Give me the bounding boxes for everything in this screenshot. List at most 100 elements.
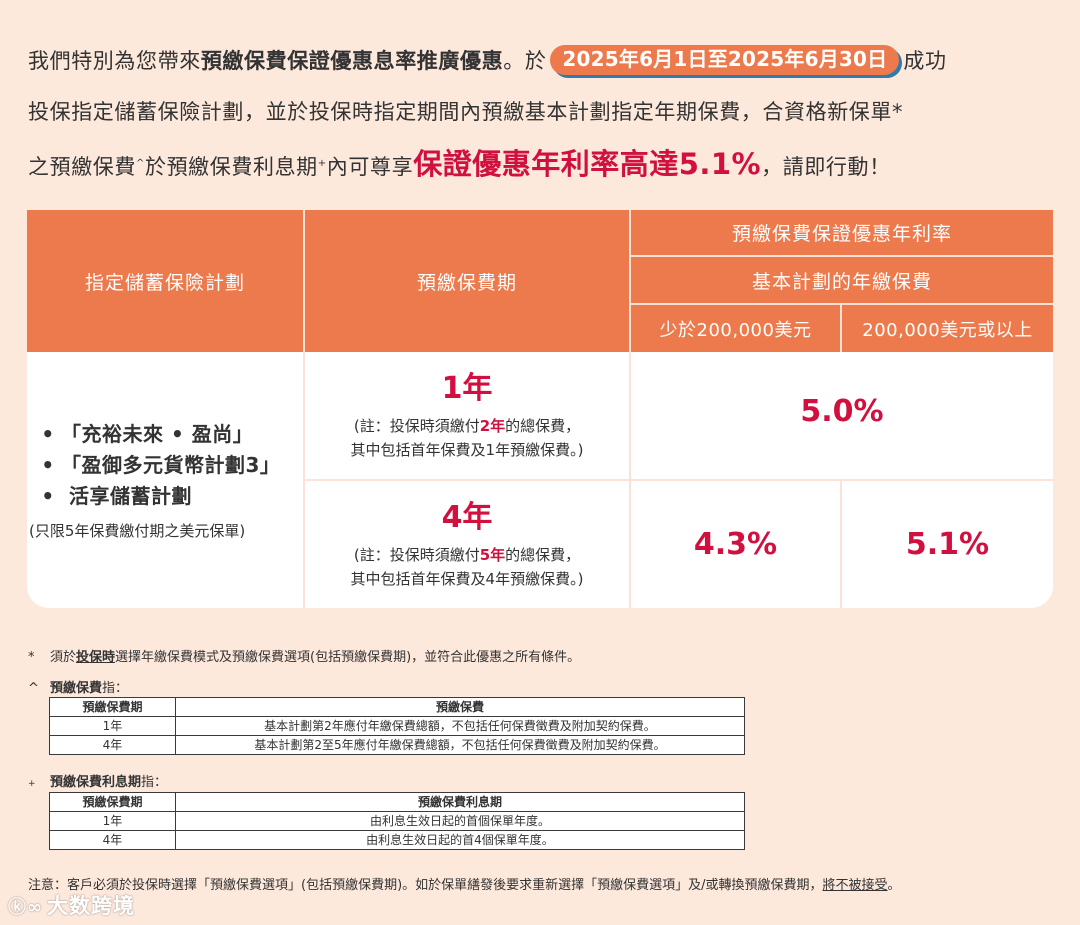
- intro-line-1: 我們特別為您帶來預繳保費保證優惠息率推廣優惠。於 2025年6月1日至2025年6…: [28, 36, 1058, 87]
- note-text: 其中包括首年保費及4年預繳保費。): [350, 569, 584, 588]
- intro-line-2: 投保指定儲蓄保險計劃，並於投保時指定期間內預繳基本計劃指定年期保費，合資格新保單…: [28, 100, 904, 124]
- interest-period-table: 預繳保費期 預繳保費利息期 1年 由利息生效日起的首個保單年度。 4年 由利息生…: [49, 792, 745, 850]
- intro-text: 於預繳保費利息期: [144, 155, 318, 179]
- plan-item: • 「充裕未來 • 盈尚」: [35, 419, 253, 450]
- watermark-text: 大数跨境: [47, 894, 135, 918]
- col-header: 預繳保費利息期: [175, 792, 745, 812]
- intro-text: ，請即行動！: [761, 155, 891, 179]
- plans-note: (只限5年保費繳付期之美元保單): [29, 522, 246, 540]
- table-cell: 由利息生效日起的首個保單年度。: [175, 811, 745, 831]
- table-row: 1年 基本計劃第2年應付年繳保費總額，不包括任何保費徵費及附加契約保費。: [49, 716, 745, 736]
- plan-item: • 活享儲蓄計劃: [35, 481, 192, 512]
- intro-text: 成功: [903, 49, 947, 73]
- period-title: 1年: [441, 370, 493, 406]
- note-text: (註：投保時須繳付: [353, 416, 480, 435]
- intro-paragraph: 我們特別為您帶來預繳保費保證優惠息率推廣優惠。於 2025年6月1日至2025年6…: [28, 36, 1058, 189]
- footnote-title: 預繳保費: [50, 681, 103, 696]
- watermark: ⓚ∞ 大数跨境: [8, 890, 135, 920]
- table-row: 4年 由利息生效日起的首4個保單年度。: [49, 830, 745, 850]
- rate-cell-1yr: 5.0%: [631, 352, 1053, 479]
- footnote-mark: ^: [28, 681, 39, 696]
- footnote-plus: + 預繳保費利息期指：: [28, 771, 167, 790]
- period-note: (註：投保時須繳付5年的總保費， 其中包括首年保費及4年預繳保費。): [351, 543, 584, 591]
- note-emphasis: 將不被接受: [822, 878, 888, 893]
- note-highlight: 2年: [479, 416, 506, 435]
- rate-cell-4yr-high: 5.1%: [842, 481, 1053, 608]
- header-period: 預繳保費期: [305, 210, 629, 352]
- rate-value: 4.3%: [693, 527, 778, 562]
- grid-divider: [631, 255, 1053, 257]
- intro-text: 內可尊享: [326, 155, 414, 179]
- plan-name: 活享儲蓄計劃: [69, 484, 192, 508]
- period-title: 4年: [441, 499, 493, 535]
- date-range-badge: 2025年6月1日至2025年6月30日: [550, 45, 900, 75]
- plans-cell: • 「充裕未來 • 盈尚」 • 「盈御多元貨幣計劃3」 • 活享儲蓄計劃 (只限5年保…: [27, 352, 303, 608]
- promo-name: 預繳保費保證優惠息率推廣優惠: [200, 49, 504, 73]
- period-note: (註：投保時須繳付2年的總保費， 其中包括首年保費及1年預繳保費。): [351, 414, 584, 462]
- footnote-text: 須於: [50, 650, 77, 665]
- intro-text: 之預繳保費: [28, 155, 136, 179]
- table-cell: 4年: [49, 830, 176, 850]
- col-header: 預繳保費: [175, 697, 745, 717]
- intro-line-3: 之預繳保費^於預繳保費利息期+內可尊享保證優惠年利率高達5.1%，請即行動！: [28, 138, 1058, 189]
- bullet-icon: •: [41, 453, 55, 477]
- bullet-icon: •: [41, 484, 55, 508]
- footnote-emphasis: 投保時: [76, 650, 116, 665]
- plus-footnote-mark: +: [317, 158, 327, 169]
- table-cell: 基本計劃第2年應付年繳保費總額，不包括任何保費徵費及附加契約保費。: [175, 716, 745, 736]
- table-row: 4年 基本計劃第2至5年應付年繳保費總額，不包括任何保費徵費及附加契約保費。: [49, 735, 745, 755]
- table-cell: 基本計劃第2至5年應付年繳保費總額，不包括任何保費徵費及附加契約保費。: [175, 735, 745, 755]
- footnote-mark: +: [28, 779, 36, 789]
- footnote-mark: *: [28, 650, 35, 665]
- rate-value: 5.1%: [905, 527, 990, 562]
- plan-item: • 「盈御多元貨幣計劃3」: [35, 450, 280, 481]
- table-cell: 4年: [49, 735, 176, 755]
- plan-name: 「盈御多元貨幣計劃3」: [61, 453, 281, 477]
- plan-name: 「充裕未來 • 盈尚」: [61, 422, 254, 446]
- grid-divider: [629, 210, 631, 608]
- footnote-text: 指：: [102, 681, 129, 696]
- grid-divider: [305, 479, 1053, 481]
- note-text: 注意：客戶必須於投保時選擇「預繳保費選項」(包括預繳保費期)。如於保單繕發後要求…: [28, 878, 823, 893]
- caret-footnote-mark: ^: [136, 158, 145, 169]
- grid-divider: [840, 479, 842, 608]
- headline-rate: 保證優惠年利率高達5.1%: [413, 147, 762, 181]
- footnote-text: 指：: [141, 775, 168, 790]
- footnote-caret: ^ 預繳保費指：: [28, 677, 128, 696]
- rate-table: 指定儲蓄保險計劃 預繳保費期 預繳保費保證優惠年利率 基本計劃的年繳保費 少於2…: [27, 210, 1053, 608]
- grid-divider: [840, 303, 842, 352]
- table-row: 1年 由利息生效日起的首個保單年度。: [49, 811, 745, 831]
- grid-divider: [303, 210, 305, 608]
- note-highlight: 5年: [479, 545, 506, 564]
- footnote-text: 選擇年繳保費模式及預繳保費選項(包括預繳保費期)，並符合此優惠之所有條件。: [115, 650, 581, 665]
- table-cell: 由利息生效日起的首4個保單年度。: [175, 830, 745, 850]
- rate-cell-4yr-low: 4.3%: [631, 481, 840, 608]
- period-cell-1yr: 1年 (註：投保時須繳付2年的總保費， 其中包括首年保費及1年預繳保費。): [305, 352, 629, 479]
- header-rate-group: 預繳保費保證優惠年利率: [631, 210, 1053, 255]
- table-cell: 1年: [49, 811, 176, 831]
- note-text: 其中包括首年保費及1年預繳保費。): [350, 440, 584, 459]
- table-cell: 1年: [49, 716, 176, 736]
- col-header: 預繳保費期: [49, 697, 176, 717]
- prepaid-premium-table: 預繳保費期 預繳保費 1年 基本計劃第2年應付年繳保費總額，不包括任何保費徵費及…: [49, 697, 745, 755]
- period-cell-4yr: 4年 (註：投保時須繳付5年的總保費， 其中包括首年保費及4年預繳保費。): [305, 481, 629, 608]
- header-tier-high: 200,000美元或以上: [842, 305, 1053, 352]
- note-text: 的總保費，: [505, 545, 581, 564]
- disclaimer-note: 注意：客戶必須於投保時選擇「預繳保費選項」(包括預繳保費期)。如於保單繕發後要求…: [28, 874, 901, 893]
- col-header: 預繳保費期: [49, 792, 176, 812]
- note-text: 。: [887, 878, 901, 893]
- rate-value: 5.0%: [800, 394, 884, 429]
- note-text: 的總保費，: [505, 416, 581, 435]
- header-plan: 指定儲蓄保險計劃: [27, 210, 303, 352]
- footnote-title: 預繳保費利息期: [50, 775, 142, 790]
- intro-text: 。於: [503, 49, 547, 73]
- header-tier-low: 少於200,000美元: [631, 305, 840, 352]
- header-premium-group: 基本計劃的年繳保費: [631, 257, 1053, 303]
- grid-divider: [631, 303, 1053, 305]
- footnote-star: * 須於投保時選擇年繳保費模式及預繳保費選項(包括預繳保費期)，並符合此優惠之所有…: [28, 646, 580, 665]
- intro-text: 我們特別為您帶來: [28, 49, 201, 73]
- note-text: (註：投保時須繳付: [353, 545, 480, 564]
- bullet-icon: •: [41, 422, 55, 446]
- watermark-logo-icon: ⓚ∞: [8, 897, 43, 918]
